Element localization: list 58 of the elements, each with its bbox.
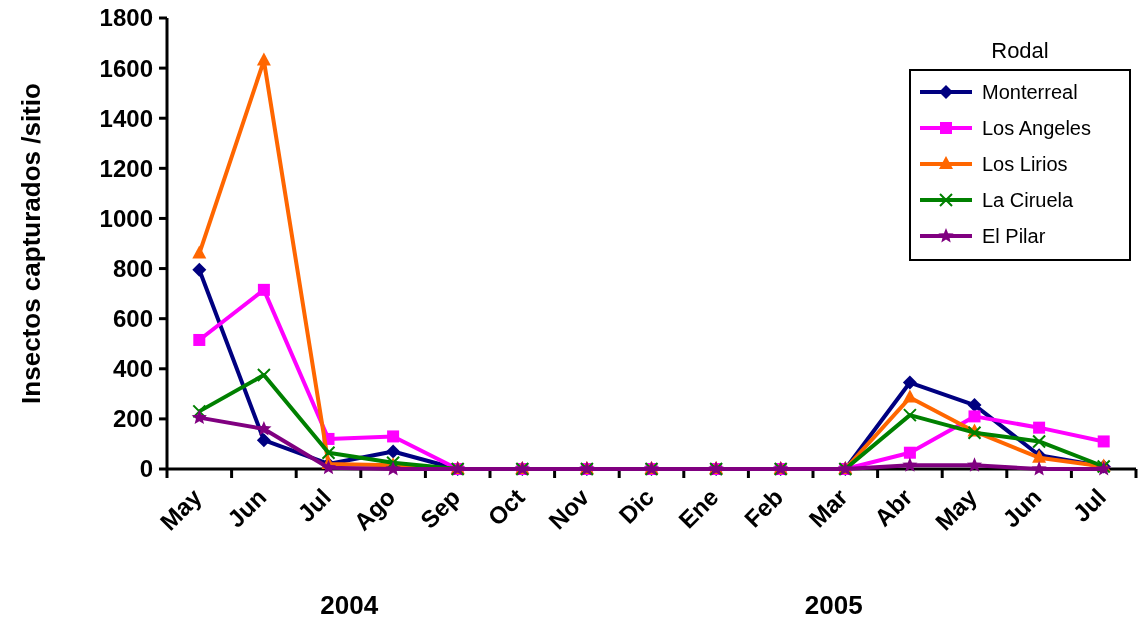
point — [256, 52, 271, 66]
point — [966, 457, 983, 472]
y-tick-label: 0 — [139, 455, 153, 483]
y-tick-label: 600 — [112, 305, 153, 333]
legend-label: Monterreal — [982, 81, 1078, 103]
x-tick-label: Feb — [738, 483, 789, 533]
point — [902, 457, 918, 472]
y-tick-label: 200 — [112, 405, 153, 433]
point — [386, 444, 401, 459]
point — [257, 283, 270, 296]
x-tick-label: Jul — [292, 483, 336, 527]
point — [902, 389, 917, 403]
x-tick-label: Oct — [482, 483, 530, 531]
point — [320, 459, 337, 475]
y-tick-label: 1400 — [99, 104, 153, 132]
point — [191, 409, 207, 425]
point — [902, 408, 917, 423]
x-tick-label: Ago — [348, 483, 401, 536]
x-tick-label: Jun — [997, 483, 1047, 533]
point — [1097, 435, 1110, 448]
point — [903, 446, 916, 459]
y-tick-label: 1800 — [99, 4, 153, 32]
x-tick-label: Sep — [414, 483, 466, 534]
text: 2005 — [804, 590, 863, 620]
y-tick-label: 400 — [112, 355, 153, 383]
point — [321, 445, 336, 460]
x-tick-label: Ene — [673, 483, 724, 534]
x-tick-label: Abr — [868, 483, 918, 532]
point — [387, 430, 400, 443]
point — [193, 333, 206, 346]
point — [1033, 421, 1046, 434]
point — [192, 262, 207, 277]
legend-label: El Pilar — [982, 225, 1046, 247]
point — [192, 404, 207, 419]
point — [968, 410, 981, 423]
point — [902, 375, 917, 390]
legend-label: Los Lirios — [982, 153, 1068, 175]
text: 2004 — [320, 590, 379, 620]
x-tick-label: Jul — [1067, 483, 1112, 527]
point — [385, 461, 401, 476]
x-tick-label: Mar — [803, 483, 853, 533]
x-tick-label: Jun — [222, 483, 272, 533]
y-axis-title: Insectos capturados /sitio — [16, 83, 46, 404]
x-tick-label: Nov — [543, 482, 595, 535]
point — [192, 245, 207, 259]
legend-label: La Ciruela — [982, 189, 1075, 211]
legend-title: Rodal — [991, 38, 1049, 63]
x-tick-label: Dic — [613, 483, 659, 529]
y-tick-label: 1600 — [99, 54, 153, 82]
point — [256, 368, 271, 383]
y-tick-label: 1000 — [99, 204, 153, 232]
point — [967, 398, 982, 413]
point — [1032, 434, 1047, 449]
y-tick-label: 800 — [112, 254, 153, 282]
point — [1031, 461, 1047, 476]
y-tick-label: 1200 — [99, 154, 153, 182]
legend-label: Los Angeles — [982, 117, 1091, 139]
point — [256, 433, 271, 448]
